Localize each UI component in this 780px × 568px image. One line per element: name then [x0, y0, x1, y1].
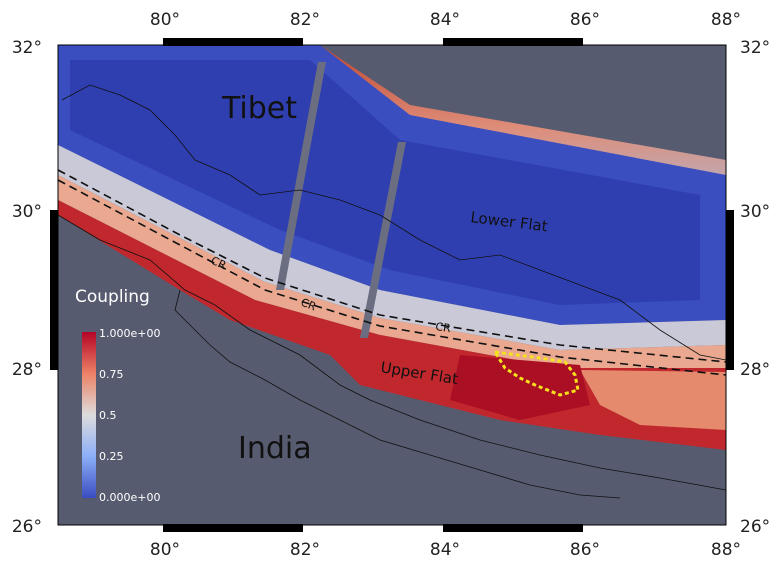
y-tick-left-32: 32° [12, 38, 42, 58]
x-tick-bottom-84: 84° [430, 540, 460, 560]
map-frame [57, 44, 727, 526]
y-tick-right-32: 32° [740, 38, 770, 58]
colorbar-tick-025: 0.25 [99, 450, 124, 463]
upper-flat-dark-patch [450, 355, 590, 420]
bottom-axis-bar-1 [163, 524, 303, 532]
border-line-north [61, 84, 727, 361]
x-tick-top-88: 88° [711, 10, 741, 30]
top-axis-bar-2 [443, 38, 583, 46]
x-tick-top-86: 86° [570, 10, 600, 30]
colorbar-tick-1: 1.000e+00 [99, 327, 160, 340]
y-tick-left-26: 26° [12, 517, 42, 537]
colorbar [82, 332, 96, 498]
colorbar-tick-0: 0.000e+00 [99, 491, 160, 504]
border-line-india [174, 289, 621, 499]
cr-label-2: CR [299, 296, 318, 314]
left-axis-bar [50, 210, 58, 370]
cr-label-3: CR [435, 320, 452, 335]
y-tick-left-30: 30° [12, 202, 42, 222]
cr-dashed-line-1 [57, 169, 727, 363]
x-tick-top-82: 82° [290, 10, 320, 30]
transition-band-salmon [58, 175, 726, 368]
colorbar-tick-05: 0.5 [99, 409, 117, 422]
india-label: India [238, 431, 312, 466]
rupture-outline [492, 350, 580, 397]
x-tick-bottom-82: 82° [290, 540, 320, 560]
segment-boundary-east [360, 142, 406, 338]
tibet-label: Tibet [221, 91, 297, 126]
x-tick-top-84: 84° [430, 10, 460, 30]
colorbar-title: Coupling [75, 287, 150, 307]
y-tick-right-26: 26° [740, 517, 770, 537]
y-tick-left-28: 28° [12, 360, 42, 380]
y-tick-right-30: 30° [740, 202, 770, 222]
colorbar-tick-075: 0.75 [99, 368, 124, 381]
y-tick-right-28: 28° [740, 360, 770, 380]
bottom-axis-bar-2 [443, 524, 583, 532]
upper-flat-light-patch [580, 370, 726, 430]
cr-dashed-line-2 [57, 179, 727, 376]
x-tick-top-80: 80° [150, 10, 180, 30]
cr-label-1: CR [209, 254, 229, 272]
x-tick-bottom-88: 88° [711, 540, 741, 560]
top-axis-bar-1 [163, 38, 303, 46]
x-tick-bottom-80: 80° [150, 540, 180, 560]
border-line-south [57, 214, 727, 491]
segment-boundary-west [276, 62, 326, 290]
lower-flat-core [70, 60, 700, 305]
x-tick-bottom-86: 86° [570, 540, 600, 560]
right-axis-bar [726, 210, 734, 370]
